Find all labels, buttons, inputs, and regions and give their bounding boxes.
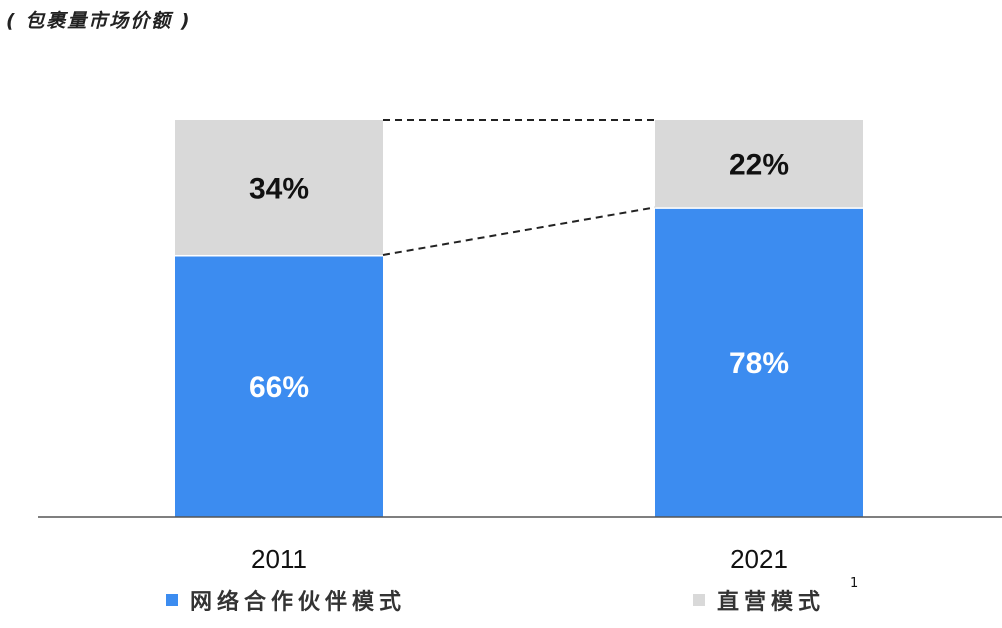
footnote-marker: 1 (850, 576, 859, 591)
labels-layer: 66% 34% 78% 22% (249, 149, 789, 404)
ticks-layer: 2011 2021 (251, 544, 788, 574)
data-label-2021-partner: 78% (729, 347, 789, 380)
bar-segment-2021-direct (655, 120, 863, 208)
connector-layer (382, 119, 656, 256)
bar-segment-2011-direct (175, 120, 383, 255)
legend-item-direct: 直营模式 (693, 584, 825, 616)
data-label-2021-direct: 22% (729, 149, 789, 182)
chart-subtitle: ( 包裹量市场价额 ) (6, 10, 192, 32)
legend-label-direct: 直营模式 (717, 590, 826, 615)
legend-label-partner: 网络合作伙伴模式 (190, 590, 407, 615)
legend-item-partner: 网络合作伙伴模式 (166, 584, 406, 616)
connector-line-boundary (382, 206, 656, 256)
bar-segment-2021-partner (655, 207, 863, 517)
x-tick-label-2021: 2021 (730, 544, 788, 574)
legend-swatch-direct (693, 594, 705, 606)
bars-layer (175, 120, 863, 518)
x-tick-label-2011: 2011 (251, 544, 307, 574)
data-label-2011-partner: 66% (249, 371, 309, 404)
legend-swatch-partner (166, 594, 178, 606)
bar-segment-2011-partner (175, 254, 383, 518)
data-label-2011-direct: 34% (249, 172, 309, 205)
